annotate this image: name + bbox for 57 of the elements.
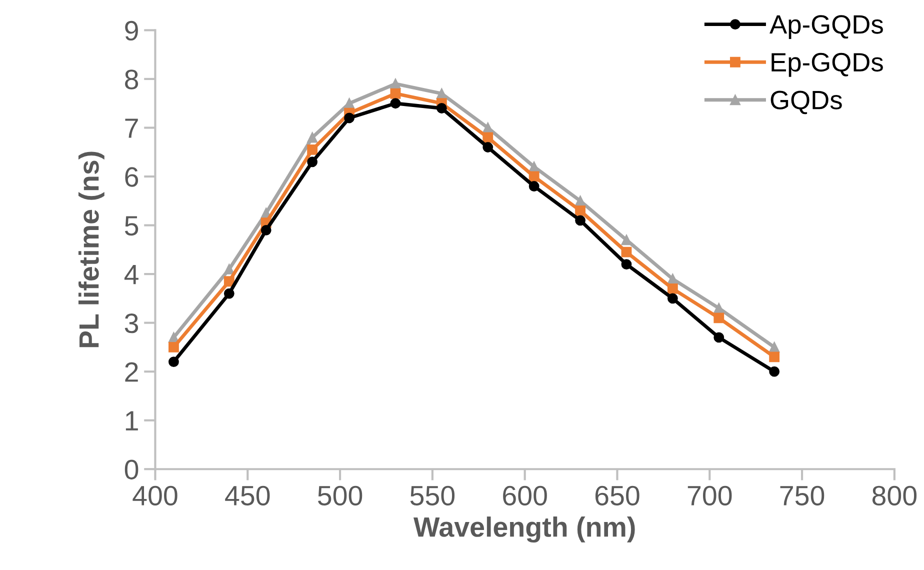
point [390, 98, 401, 109]
x-tick-label: 550 [410, 486, 455, 506]
point [621, 259, 632, 270]
point [390, 78, 401, 90]
x-tick-label: 700 [688, 486, 732, 506]
y-tick-label: 9 [125, 20, 138, 41]
y-axis-title: PL lifetime (ns) [78, 152, 104, 348]
point [307, 132, 318, 143]
point [714, 312, 724, 324]
point [482, 142, 494, 152]
point [482, 132, 494, 143]
legend-label: GQDs [770, 90, 842, 114]
point [769, 342, 780, 352]
point [260, 224, 272, 236]
y-tick-label: 1 [126, 411, 138, 430]
point [168, 356, 179, 368]
x-tick-label: 800 [872, 486, 917, 506]
point [344, 98, 354, 109]
point [224, 264, 234, 274]
x-tick-label: 650 [595, 486, 640, 506]
legend-label: Ep-GQDs [772, 52, 883, 77]
point [224, 288, 234, 299]
y-tick-label: 7 [125, 118, 138, 138]
point [436, 103, 447, 114]
point [307, 144, 318, 155]
x-tick-label: 750 [780, 486, 824, 506]
y-tick-label: 8 [125, 70, 138, 90]
point [528, 181, 540, 192]
y-tick-label: 6 [125, 167, 138, 187]
legend-label: Ap-GQDs [770, 15, 883, 40]
point [168, 342, 179, 352]
y-tick-label: 4 [124, 265, 138, 284]
point [390, 88, 401, 99]
point [769, 352, 780, 362]
point [575, 205, 586, 216]
point [307, 156, 318, 168]
point [528, 171, 540, 182]
point [667, 293, 678, 304]
x-tick-label: 500 [318, 486, 362, 506]
y-tick-label: 0 [124, 460, 138, 480]
point [667, 283, 678, 294]
point [344, 112, 354, 124]
x-tick-label: 400 [132, 486, 178, 506]
x-tick-label: 450 [225, 486, 270, 506]
point [224, 276, 234, 287]
point [667, 274, 678, 284]
x-tick-label: 600 [503, 486, 547, 506]
y-tick-label: 3 [124, 313, 138, 334]
y-tick-label: 5 [124, 216, 138, 236]
point [714, 332, 724, 343]
y-tick-label: 2 [125, 362, 138, 382]
point [769, 366, 780, 377]
point [621, 246, 632, 258]
x-axis-title: Wavelength (nm) [414, 516, 635, 543]
point [621, 234, 632, 246]
point [575, 196, 586, 206]
point [575, 215, 586, 226]
